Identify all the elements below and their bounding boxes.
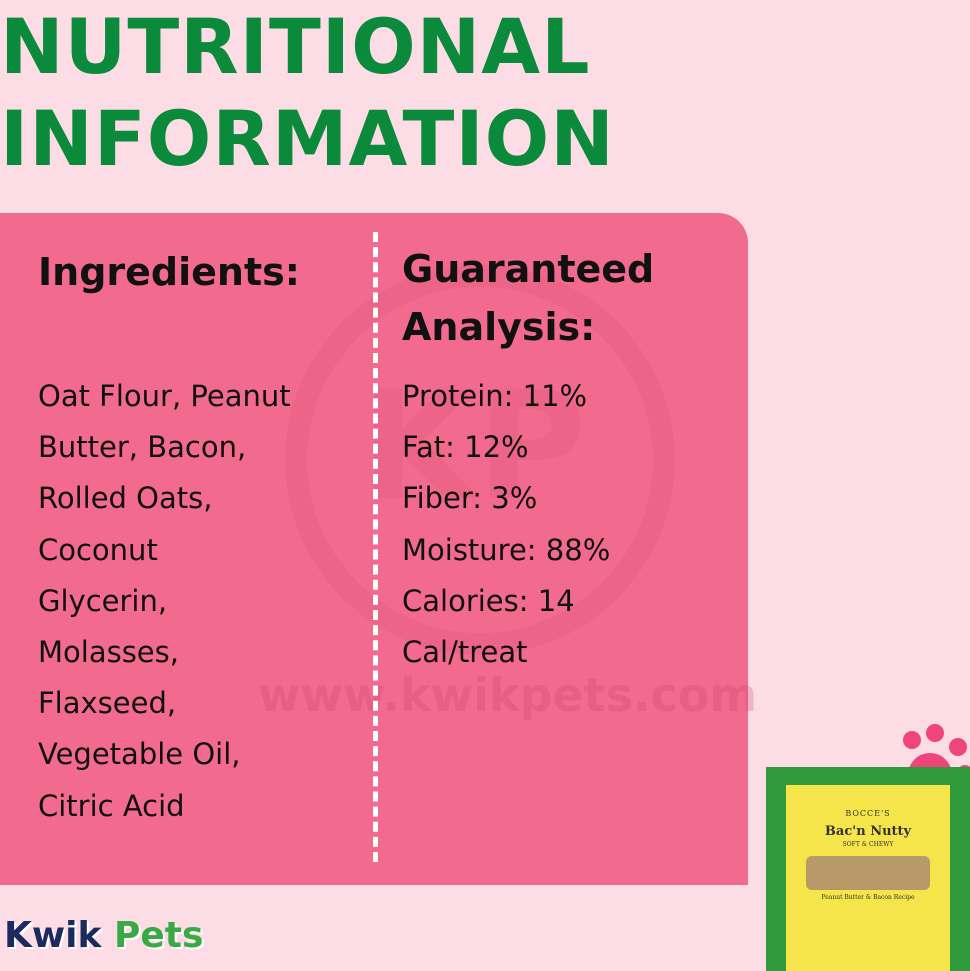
watermark-logo: KP	[360, 360, 587, 534]
ingredient-line: Flaxseed,	[38, 686, 177, 721]
analysis-line: Protein: 11%	[402, 379, 588, 413]
ingredient-line: Molasses,	[38, 635, 179, 670]
analysis-heading: Guaranteed Analysis:	[402, 240, 654, 356]
title-line: INFORMATION	[0, 94, 615, 183]
ingredients-heading: Ingredients:	[38, 250, 300, 294]
brand-logo: Kwik Pets	[4, 915, 203, 956]
product-name: Bac'n Nutty	[824, 824, 912, 839]
product-window	[806, 856, 930, 890]
ingredients-list: Oat Flour, Peanut Butter, Bacon, Rolled Oa…	[38, 371, 291, 832]
analysis-list: Protein: 11% Fat: 12% Fiber: 3% Moisture: 8…	[402, 371, 610, 678]
brand-second: Pets	[113, 915, 204, 956]
analysis-line: Moisture: 88%	[402, 532, 611, 567]
ingredient-line: Oat Flour, Peanut	[38, 379, 291, 413]
product-bag: BOCCE'S Bac'n Nutty SOFT & CHEWY Peanut …	[786, 785, 950, 971]
ingredient-line: Vegetable Oil,	[38, 737, 241, 772]
product-image: BOCCE'S Bac'n Nutty SOFT & CHEWY Peanut …	[766, 767, 970, 971]
title-line: NUTRITIONAL	[0, 2, 591, 91]
ingredient-line: Rolled Oats,	[38, 481, 213, 516]
ingredient-line: Citric Acid	[38, 788, 185, 823]
product-recipe: Peanut Butter & Bacon Recipe	[821, 894, 915, 901]
ingredient-line: Butter, Bacon,	[38, 430, 247, 465]
ingredient-line: Glycerin,	[38, 583, 168, 618]
analysis-line: Calories: 14	[402, 583, 575, 618]
analysis-line: Fiber: 3%	[402, 481, 538, 516]
analysis-line: Cal/treat	[402, 635, 528, 670]
divider	[373, 232, 378, 862]
analysis-line: Fat: 12%	[402, 430, 529, 465]
analysis-heading-line: Analysis:	[402, 305, 596, 349]
watermark-url: www.kwikpets.com	[258, 668, 758, 722]
ingredient-line: Coconut	[38, 532, 158, 567]
analysis-heading-line: Guaranteed	[402, 247, 655, 291]
product-subtitle: SOFT & CHEWY	[842, 841, 894, 848]
brand-first: Kwik	[4, 915, 102, 956]
product-brand: BOCCE'S	[845, 809, 891, 818]
